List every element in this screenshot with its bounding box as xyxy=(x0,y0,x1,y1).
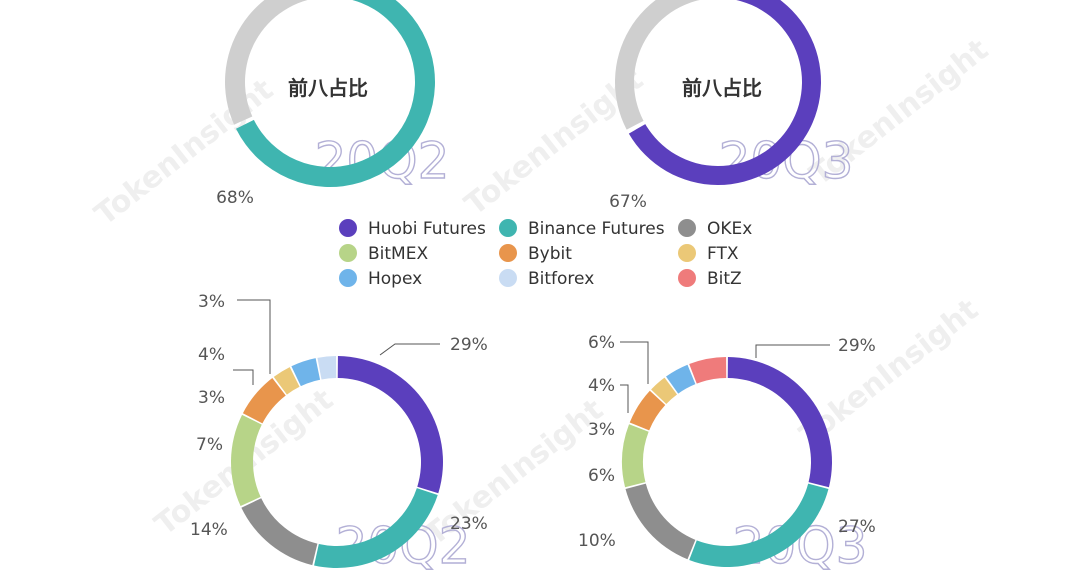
slice-bybit xyxy=(629,390,666,431)
legend-swatch xyxy=(499,219,517,237)
legend-item-ftx: FTX xyxy=(678,244,739,264)
legend-item-bitmex: BitMEX xyxy=(339,244,428,264)
slice-huobi-futures xyxy=(727,357,832,488)
slice-others xyxy=(615,0,701,130)
value-label: 4% xyxy=(588,376,615,396)
legend: Huobi Futures Binance Futures OKEx BitMEX By… xyxy=(339,219,752,289)
slice-bitmex xyxy=(231,414,262,507)
slice-others xyxy=(225,0,308,125)
slice-binance-futures xyxy=(689,483,829,568)
value-label: 3% xyxy=(198,292,225,312)
legend-swatch xyxy=(678,244,696,262)
legend-swatch xyxy=(339,244,357,262)
value-label: 14% xyxy=(190,520,228,540)
center-title: 前八占比 xyxy=(288,76,368,100)
slice-ftx xyxy=(273,367,300,395)
leader-line xyxy=(620,384,629,413)
legend-label: BitMEX xyxy=(368,244,428,264)
legend-swatch xyxy=(678,219,696,237)
legend-swatch xyxy=(499,244,517,262)
leader-line xyxy=(620,341,649,384)
slice-bybit xyxy=(242,378,286,424)
donut-charts: 20Q2前八占比68%20Q3前八占比67%20Q229%23%14%7%3%4… xyxy=(190,0,876,576)
legend-item-binance-futures: Binance Futures xyxy=(499,219,665,239)
slice-hopex xyxy=(666,364,696,394)
value-label: 7% xyxy=(196,435,223,455)
legend-label: Bitforex xyxy=(528,269,594,289)
value-label: 27% xyxy=(838,517,876,537)
value-label: 29% xyxy=(838,336,876,356)
legend-label: BitZ xyxy=(707,269,742,289)
value-label: 3% xyxy=(198,388,225,408)
slice-bitmex xyxy=(621,424,649,488)
slice-okex xyxy=(625,483,696,560)
value-label: 4% xyxy=(198,345,225,365)
value-label: 6% xyxy=(588,333,615,353)
center-title: 前八占比 xyxy=(682,76,762,100)
legend-label: Bybit xyxy=(528,244,572,264)
slice-ftx xyxy=(651,377,678,404)
value-label: 10% xyxy=(578,531,616,551)
legend-label: Binance Futures xyxy=(528,219,665,239)
value-label: 23% xyxy=(450,514,488,534)
legend-label: OKEx xyxy=(707,219,752,239)
legend-swatch xyxy=(339,219,357,237)
legend-item-bitforex: Bitforex xyxy=(499,269,594,289)
watermark-text: TokenInsight xyxy=(88,72,280,232)
slice-hopex xyxy=(291,358,321,387)
value-label: 68% xyxy=(216,188,254,208)
value-label: 3% xyxy=(588,420,615,440)
legend-label: FTX xyxy=(707,244,739,264)
leader-line xyxy=(233,369,254,385)
legend-item-okex: OKEx xyxy=(678,219,752,239)
legend-item-hopex: Hopex xyxy=(339,269,422,289)
legend-swatch xyxy=(678,269,696,287)
legend-swatch xyxy=(339,269,357,287)
slice-bitforex xyxy=(317,356,337,380)
legend-item-huobi-futures: Huobi Futures xyxy=(339,219,486,239)
legend-label: Huobi Futures xyxy=(368,219,486,239)
leader-line xyxy=(379,343,440,356)
value-label: 29% xyxy=(450,335,488,355)
donut-chart-20q2-0: 20Q2前八占比68% xyxy=(216,0,450,208)
leader-line xyxy=(237,299,271,374)
slice-bitz xyxy=(689,357,727,384)
legend-swatch xyxy=(499,269,517,287)
slice-binance-futures xyxy=(314,488,438,568)
value-label: 6% xyxy=(588,466,615,486)
leader-line xyxy=(755,344,830,358)
legend-item-bybit: Bybit xyxy=(499,244,572,264)
slice-huobi-futures xyxy=(337,356,443,494)
legend-item-bitz: BitZ xyxy=(678,269,742,289)
legend-label: Hopex xyxy=(368,269,422,289)
slice-okex xyxy=(241,498,318,566)
value-label: 67% xyxy=(609,192,647,212)
